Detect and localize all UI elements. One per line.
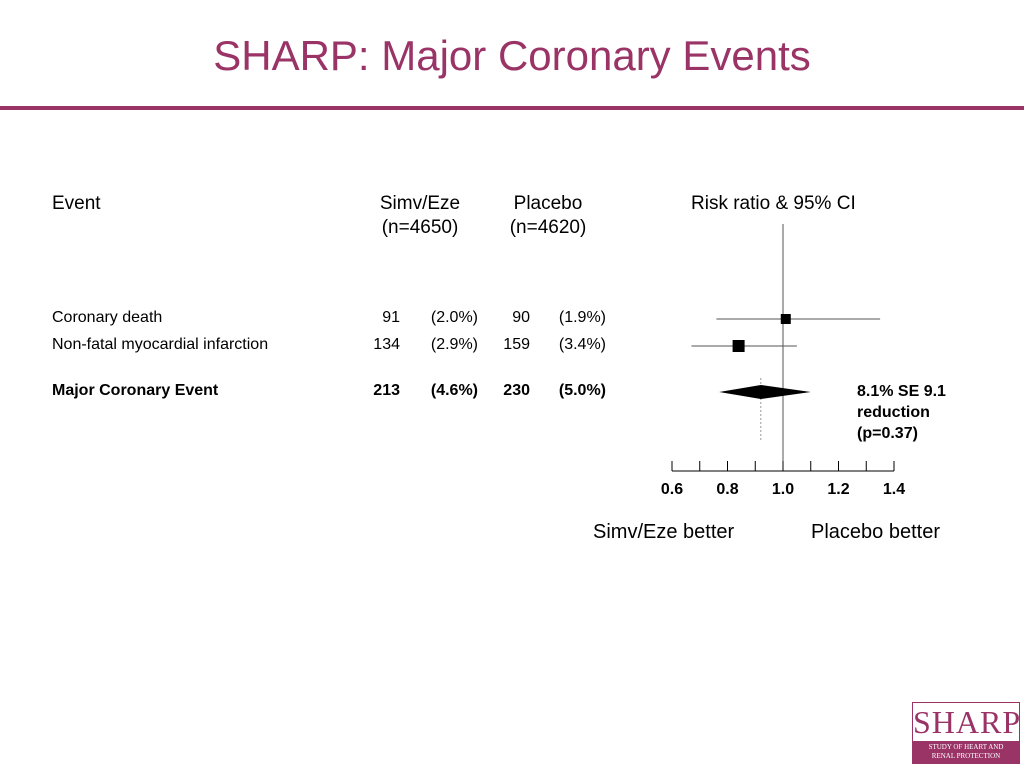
header-simv-n: (n=4650)	[381, 217, 459, 238]
placebo-count-major-coronary-event: 230	[503, 382, 530, 399]
sharp-logo-word: SHARP	[913, 704, 1022, 740]
sharp-logo: SHARP STUDY OF HEART AND RENAL PROTECTIO…	[912, 702, 1020, 764]
forest-plot-marks: 0.6 0.8 1.0 1.2 1.4	[661, 224, 905, 498]
result-note-line-1: 8.1% SE 9.1	[857, 383, 946, 400]
header-event: Event	[52, 193, 101, 214]
result-note-line-2: reduction	[857, 404, 930, 421]
header-placebo-n: (n=4620)	[509, 217, 587, 238]
placebo-pct-major-coronary-event: (5.0%)	[558, 382, 606, 399]
result-note-line-3: (p=0.37)	[857, 425, 918, 442]
header-risk-ratio: Risk ratio & 95% CI	[691, 193, 856, 214]
header-simv: Simv/Eze (n=4650)	[360, 192, 480, 240]
placebo-count-coronary-death: 90	[512, 309, 530, 326]
placebo-better-label: Placebo better	[811, 521, 940, 543]
simv-count-nonfatal-mi: 134	[373, 336, 400, 353]
point-estimate-square	[780, 314, 791, 324]
simv-pct-coronary-death: (2.0%)	[430, 309, 478, 326]
x-axis-tick-label: 0.8	[716, 481, 738, 498]
slide-title: SHARP: Major Coronary Events	[213, 32, 811, 79]
simv-pct-nonfatal-mi: (2.9%)	[430, 336, 478, 353]
row-label-major-coronary-event: Major Coronary Event	[52, 382, 219, 399]
row-label-coronary-death: Coronary death	[52, 309, 163, 326]
sharp-logo-line-2: RENAL PROTECTION	[931, 752, 1001, 760]
simv-better-label: Simv/Eze better	[593, 521, 735, 543]
sharp-logo-band: STUDY OF HEART AND RENAL PROTECTION	[913, 741, 1019, 763]
x-axis-tick-label: 1.4	[883, 481, 905, 498]
simv-count-coronary-death: 91	[382, 309, 400, 326]
simv-pct-major-coronary-event: (4.6%)	[430, 382, 478, 399]
x-axis-tick-label: 0.6	[661, 481, 683, 498]
ci-diamond-major-coronary-event	[719, 385, 811, 399]
x-axis-tick-label: 1.0	[772, 481, 794, 498]
sharp-logo-line-1: STUDY OF HEART AND	[928, 743, 1004, 751]
simv-count-major-coronary-event: 213	[373, 382, 400, 399]
point-estimate-square	[732, 340, 745, 352]
title-divider	[0, 106, 1024, 110]
placebo-pct-nonfatal-mi: (3.4%)	[558, 336, 606, 353]
result-note: 8.1% SE 9.1 reduction (p=0.37)	[857, 381, 946, 444]
placebo-pct-coronary-death: (1.9%)	[558, 309, 606, 326]
row-label-nonfatal-mi: Non-fatal myocardial infarction	[52, 336, 269, 353]
placebo-count-nonfatal-mi: 159	[503, 336, 530, 353]
header-simv-label: Simv/Eze	[379, 193, 461, 214]
header-placebo: Placebo (n=4620)	[488, 192, 608, 240]
x-axis-tick-label: 1.2	[827, 481, 849, 498]
header-placebo-label: Placebo	[513, 193, 583, 214]
